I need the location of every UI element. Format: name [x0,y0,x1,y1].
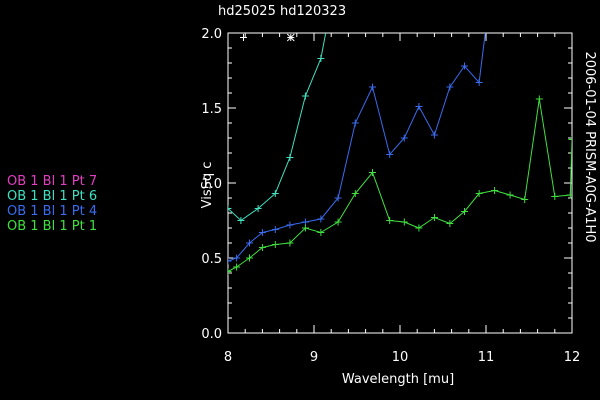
legend-entry: OB 1 Bl 1 Pt 1 [7,219,97,234]
x-tick-label: 12 [564,350,581,365]
legend-entry: OB 1 Bl 1 Pt 4 [7,204,97,219]
y-tick-label: 2.0 [201,27,222,42]
data-point [491,187,499,194]
data-point [415,224,423,232]
x-axis-label: Wavelength [mu] [342,372,454,387]
data-point [430,214,438,221]
x-tick-label: 11 [478,350,495,365]
data-point [271,190,279,197]
legend-entry: OB 1 Bl 1 Pt 7 [7,174,97,189]
data-point [351,190,359,197]
data-point [368,169,376,176]
series-ob-1-bl-1-pt-7 [239,33,295,42]
data-point [386,217,394,224]
marker-d2 [286,33,295,42]
data-point [568,136,572,143]
data-point [228,257,232,265]
series-line [228,98,572,272]
x-tick-label: 8 [224,350,232,365]
data-point [233,254,241,262]
legend-entry: OB 1 Bl 1 Pt 6 [7,189,97,204]
data-point [475,79,483,86]
series-ob-1-bl-1-pt-1 [228,95,572,275]
data-point [317,215,325,223]
data-point [506,191,514,199]
data-point [400,218,408,226]
y-tick-label: 0.5 [201,252,222,267]
data-point [415,103,423,110]
y-axis-label: VisSq c [200,162,215,209]
data-point [246,239,253,247]
axis-ticks: 8 9 10 11 12 0.0 0.5 1.0 1.5 2.0 [201,27,580,365]
data-point [461,208,468,215]
data-point [475,190,483,197]
series-group [228,33,572,275]
series-ob-1-bl-1-pt-6 [228,33,327,224]
side-label: 2006-01-04 PRISM-A0G-A1H0 [582,51,597,242]
data-point [246,254,253,262]
data-point [228,205,232,212]
y-tick-label: 0.0 [201,327,222,342]
chart-title: hd25025 hd120323 [218,4,346,19]
data-point [368,83,376,91]
data-point [237,217,245,224]
series-line [228,33,486,262]
y-tick-label: 1.5 [201,102,222,117]
data-point [258,229,266,236]
data-point [258,244,266,251]
x-tick-label: 9 [310,350,318,365]
data-point [301,92,309,100]
data-point [521,196,529,203]
data-point [334,194,342,202]
data-point [351,119,359,127]
data-point [430,131,438,139]
data-point [535,95,543,103]
data-point [233,263,241,271]
data-point [446,83,454,91]
data-point [228,268,232,275]
data-point [271,226,279,233]
data-point [254,205,262,212]
data-point [286,154,294,161]
data-point [286,239,294,247]
data-point [301,218,309,226]
data-point [286,221,294,229]
data-point [461,62,468,70]
data-point [334,218,342,226]
series-line [228,33,327,222]
data-point [551,193,559,200]
data-point [301,224,309,232]
data-point [566,191,572,199]
data-point [239,34,247,41]
data-point [317,229,325,236]
legend: OB 1 Bl 1 Pt 7OB 1 Bl 1 Pt 6OB 1 Bl 1 Pt… [7,174,97,234]
data-point [400,134,408,142]
x-tick-label: 10 [392,350,409,365]
data-point [386,151,394,158]
y-tick-label: 1.0 [201,177,222,192]
data-point [446,220,454,227]
data-point [271,241,279,248]
data-point [286,33,295,42]
data-point [317,55,325,62]
series-ob-1-bl-1-pt-4 [228,33,486,265]
